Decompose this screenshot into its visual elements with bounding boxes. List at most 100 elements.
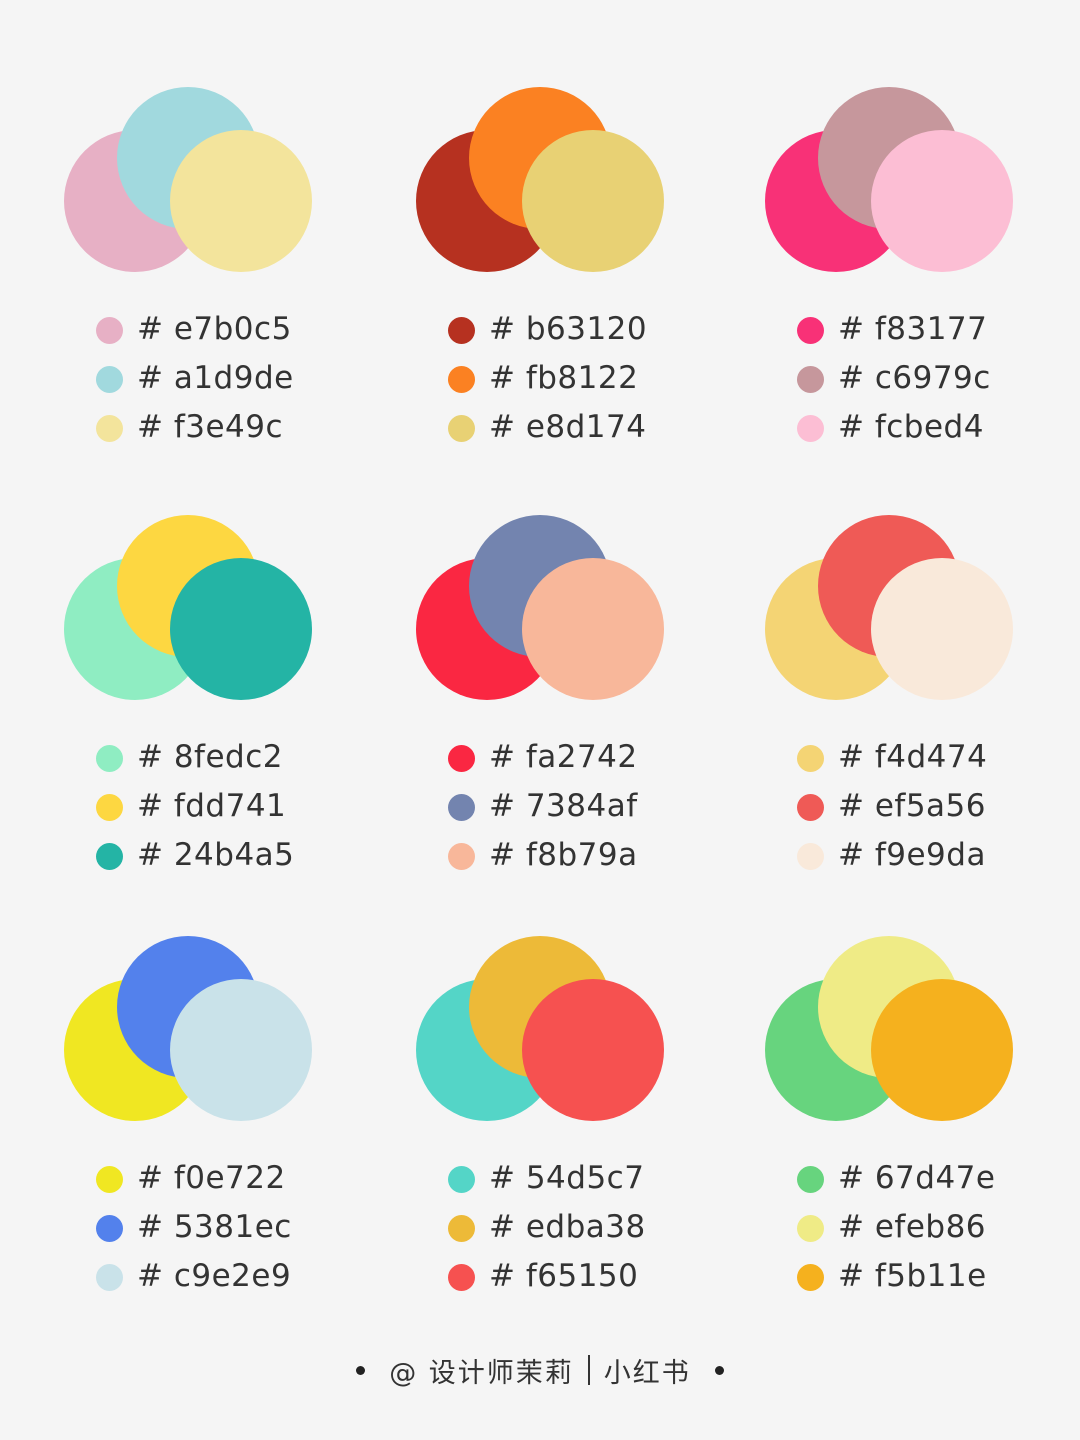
palette-circles xyxy=(762,508,1080,700)
footer-author: @ 设计师茉莉 xyxy=(389,1357,574,1389)
palette-circles xyxy=(61,508,381,700)
hex-code: # 5381ec xyxy=(137,1209,292,1245)
swatch-row: # fb8122 xyxy=(413,355,733,404)
swatch-row: # f0e722 xyxy=(61,1155,381,1204)
palette-circles xyxy=(762,929,1080,1121)
swatch-dot xyxy=(797,794,824,821)
hex-code: # fa2742 xyxy=(489,739,638,775)
color-circle xyxy=(170,130,312,272)
palette-circles xyxy=(413,929,733,1121)
swatch-row: # f65150 xyxy=(413,1253,733,1302)
swatch-dot xyxy=(96,415,123,442)
swatch-list: # f83177 # c6979c # fcbed4 xyxy=(762,306,1080,453)
hex-code: # f3e49c xyxy=(137,409,284,445)
palette-card: # b63120 # fb8122 # e8d174 xyxy=(413,80,733,460)
palette-card: # f83177 # c6979c # fcbed4 xyxy=(762,80,1080,460)
swatch-dot xyxy=(96,1166,123,1193)
footer-text: @ 设计师茉莉 小红书 xyxy=(389,1351,691,1390)
swatch-row: # 7384af xyxy=(413,783,733,832)
hex-code: # efeb86 xyxy=(838,1209,987,1245)
swatch-row: # f83177 xyxy=(762,306,1080,355)
swatch-dot xyxy=(96,366,123,393)
swatch-list: # 8fedc2 # fdd741 # 24b4a5 xyxy=(61,734,381,881)
palette-card: # f4d474 # ef5a56 # f9e9da xyxy=(762,508,1080,888)
hex-code: # e8d174 xyxy=(489,409,647,445)
hex-code: # 7384af xyxy=(489,788,638,824)
hex-code: # f83177 xyxy=(838,311,988,347)
color-circle xyxy=(170,979,312,1121)
swatch-dot xyxy=(448,1166,475,1193)
hex-code: # f5b11e xyxy=(838,1258,987,1294)
swatch-dot xyxy=(448,317,475,344)
hex-code: # fcbed4 xyxy=(838,409,984,445)
hex-code: # ef5a56 xyxy=(838,788,986,824)
swatch-row: # fdd741 xyxy=(61,783,381,832)
swatch-list: # f4d474 # ef5a56 # f9e9da xyxy=(762,734,1080,881)
swatch-row: # c6979c xyxy=(762,355,1080,404)
swatch-row: # e7b0c5 xyxy=(61,306,381,355)
swatch-dot xyxy=(797,745,824,772)
color-circle xyxy=(522,979,664,1121)
color-circle xyxy=(522,130,664,272)
hex-code: # a1d9de xyxy=(137,360,294,396)
swatch-list: # f0e722 # 5381ec # c9e2e9 xyxy=(61,1155,381,1302)
swatch-row: # c9e2e9 xyxy=(61,1253,381,1302)
hex-code: # f8b79a xyxy=(489,837,638,873)
footer-separator xyxy=(587,1355,590,1385)
swatch-row: # efeb86 xyxy=(762,1204,1080,1253)
palette-circles xyxy=(413,508,733,700)
swatch-row: # 8fedc2 xyxy=(61,734,381,783)
palette-card: # 54d5c7 # edba38 # f65150 xyxy=(413,929,733,1309)
swatch-row: # e8d174 xyxy=(413,404,733,453)
swatch-dot xyxy=(797,1215,824,1242)
swatch-list: # fa2742 # 7384af # f8b79a xyxy=(413,734,733,881)
bullet-right xyxy=(714,1365,724,1375)
hex-code: # f0e722 xyxy=(137,1160,286,1196)
swatch-row: # f3e49c xyxy=(61,404,381,453)
swatch-row: # edba38 xyxy=(413,1204,733,1253)
hex-code: # c6979c xyxy=(838,360,991,396)
palette-circles xyxy=(762,80,1080,272)
swatch-dot xyxy=(797,1264,824,1291)
swatch-row: # fa2742 xyxy=(413,734,733,783)
hex-code: # f9e9da xyxy=(838,837,986,873)
swatch-dot xyxy=(448,366,475,393)
swatch-dot xyxy=(448,1215,475,1242)
swatch-row: # fcbed4 xyxy=(762,404,1080,453)
swatch-dot xyxy=(96,1215,123,1242)
hex-code: # fb8122 xyxy=(489,360,639,396)
swatch-row: # 54d5c7 xyxy=(413,1155,733,1204)
palette-circles xyxy=(61,929,381,1121)
swatch-row: # f9e9da xyxy=(762,832,1080,881)
palette-card: # 67d47e # efeb86 # f5b11e xyxy=(762,929,1080,1309)
hex-code: # f4d474 xyxy=(838,739,988,775)
swatch-dot xyxy=(448,794,475,821)
swatch-dot xyxy=(96,794,123,821)
swatch-dot xyxy=(797,843,824,870)
swatch-dot xyxy=(448,1264,475,1291)
footer-credit: @ 设计师茉莉 小红书 xyxy=(0,1346,1080,1394)
color-circle xyxy=(871,979,1013,1121)
hex-code: # edba38 xyxy=(489,1209,646,1245)
hex-code: # 67d47e xyxy=(838,1160,996,1196)
swatch-row: # f4d474 xyxy=(762,734,1080,783)
bullet-left xyxy=(356,1365,366,1375)
hex-code: # e7b0c5 xyxy=(137,311,292,347)
swatch-row: # 5381ec xyxy=(61,1204,381,1253)
swatch-dot xyxy=(797,415,824,442)
hex-code: # 54d5c7 xyxy=(489,1160,645,1196)
swatch-dot xyxy=(797,1166,824,1193)
palette-card: # fa2742 # 7384af # f8b79a xyxy=(413,508,733,888)
swatch-row: # b63120 xyxy=(413,306,733,355)
palette-circles xyxy=(61,80,381,272)
swatch-row: # 67d47e xyxy=(762,1155,1080,1204)
hex-code: # c9e2e9 xyxy=(137,1258,292,1294)
color-circle xyxy=(522,558,664,700)
swatch-row: # f8b79a xyxy=(413,832,733,881)
swatch-dot xyxy=(96,843,123,870)
swatch-dot xyxy=(797,366,824,393)
color-circle xyxy=(871,558,1013,700)
swatch-row: # 24b4a5 xyxy=(61,832,381,881)
color-circle xyxy=(170,558,312,700)
swatch-dot xyxy=(448,843,475,870)
